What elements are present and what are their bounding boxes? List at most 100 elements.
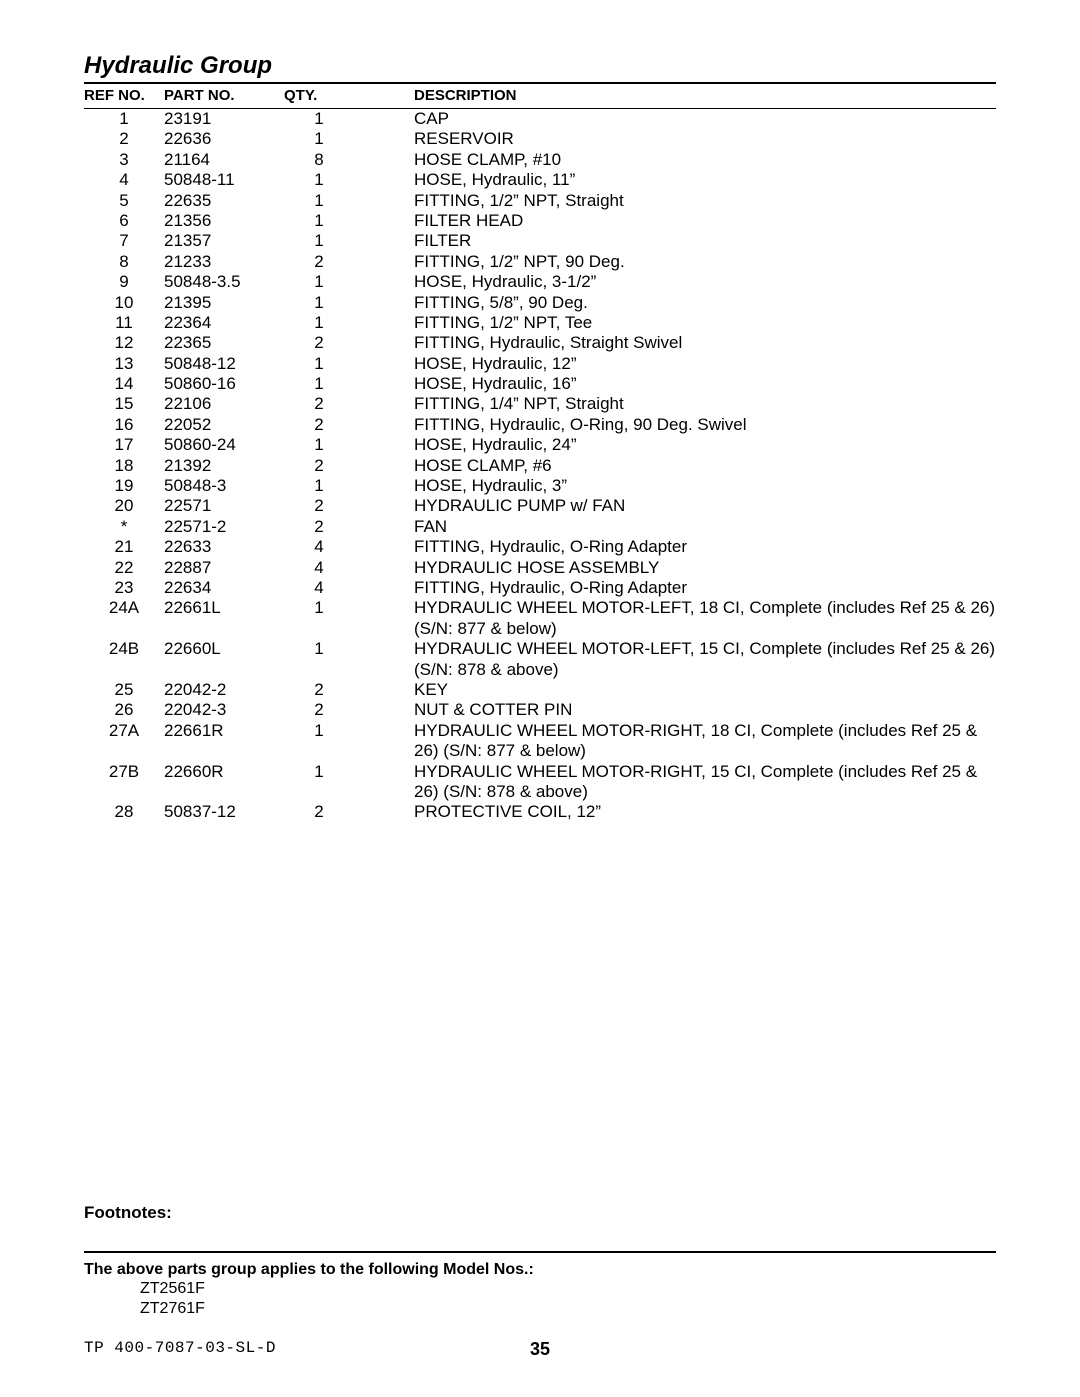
cell-gap — [354, 170, 414, 190]
cell-part: 22887 — [164, 558, 284, 578]
cell-ref: 9 — [84, 272, 164, 292]
table-row: 2622042-32NUT & COTTER PIN — [84, 700, 996, 720]
cell-ref: 24B — [84, 639, 164, 680]
cell-ref: 23 — [84, 578, 164, 598]
table-row: 12223652FITTING, Hydraulic, Straight Swi… — [84, 333, 996, 353]
cell-qty: 1 — [284, 170, 354, 190]
table-row: 24A22661L1HYDRAULIC WHEEL MOTOR-LEFT, 18… — [84, 598, 996, 639]
cell-qty: 1 — [284, 435, 354, 455]
cell-part: 22042-3 — [164, 700, 284, 720]
cell-qty: 1 — [284, 231, 354, 251]
cell-part: 22661R — [164, 721, 284, 762]
cell-qty: 1 — [284, 476, 354, 496]
cell-qty: 1 — [284, 129, 354, 149]
table-row: 7213571FILTER — [84, 231, 996, 251]
cell-part: 22364 — [164, 313, 284, 333]
cell-part: 50848-3.5 — [164, 272, 284, 292]
cell-ref: 17 — [84, 435, 164, 455]
table-row: 950848-3.51HOSE, Hydraulic, 3-1/2” — [84, 272, 996, 292]
cell-qty: 2 — [284, 496, 354, 516]
cell-desc: FITTING, Hydraulic, O-Ring Adapter — [414, 578, 996, 598]
cell-qty: 4 — [284, 537, 354, 557]
cell-gap — [354, 415, 414, 435]
cell-part: 50848-12 — [164, 354, 284, 374]
cell-part: 22635 — [164, 191, 284, 211]
cell-gap — [354, 435, 414, 455]
table-row: 450848-111HOSE, Hydraulic, 11” — [84, 170, 996, 190]
cell-qty: 1 — [284, 109, 354, 130]
cell-desc: HOSE, Hydraulic, 16” — [414, 374, 996, 394]
table-row: 21226334FITTING, Hydraulic, O-Ring Adapt… — [84, 537, 996, 557]
cell-desc: HOSE CLAMP, #6 — [414, 456, 996, 476]
cell-ref: 4 — [84, 170, 164, 190]
cell-gap — [354, 496, 414, 516]
cell-ref: 28 — [84, 802, 164, 822]
cell-ref: 16 — [84, 415, 164, 435]
cell-gap — [354, 802, 414, 822]
cell-part: 22571-2 — [164, 517, 284, 537]
cell-gap — [354, 191, 414, 211]
cell-desc: HYDRAULIC WHEEL MOTOR-LEFT, 15 CI, Compl… — [414, 639, 996, 680]
cell-part: 22660R — [164, 762, 284, 803]
section-title: Hydraulic Group — [84, 52, 996, 80]
cell-ref: 6 — [84, 211, 164, 231]
table-row: 20225712HYDRAULIC PUMP w/ FAN — [84, 496, 996, 516]
cell-gap — [354, 558, 414, 578]
table-row: 11223641FITTING, 1/2” NPT, Tee — [84, 313, 996, 333]
cell-desc: HYDRAULIC WHEEL MOTOR-LEFT, 18 CI, Compl… — [414, 598, 996, 639]
cell-qty: 1 — [284, 313, 354, 333]
cell-ref: 14 — [84, 374, 164, 394]
cell-ref: 1 — [84, 109, 164, 130]
table-row: 1450860-161HOSE, Hydraulic, 16” — [84, 374, 996, 394]
cell-part: 21357 — [164, 231, 284, 251]
cell-ref: 8 — [84, 252, 164, 272]
cell-gap — [354, 476, 414, 496]
cell-part: 21164 — [164, 150, 284, 170]
cell-ref: 21 — [84, 537, 164, 557]
cell-part: 23191 — [164, 109, 284, 130]
cell-gap — [354, 517, 414, 537]
cell-desc: KEY — [414, 680, 996, 700]
table-row: *22571-22FAN — [84, 517, 996, 537]
cell-qty: 1 — [284, 211, 354, 231]
table-row: 6213561FILTER HEAD — [84, 211, 996, 231]
cell-qty: 2 — [284, 456, 354, 476]
cell-ref: 18 — [84, 456, 164, 476]
cell-ref: 5 — [84, 191, 164, 211]
cell-gap — [354, 333, 414, 353]
cell-desc: FITTING, Hydraulic, Straight Swivel — [414, 333, 996, 353]
table-row: 1950848-31HOSE, Hydraulic, 3” — [84, 476, 996, 496]
cell-qty: 1 — [284, 272, 354, 292]
col-header-part: PART NO. — [164, 84, 284, 109]
cell-gap — [354, 374, 414, 394]
cell-desc: FITTING, 5/8”, 90 Deg. — [414, 293, 996, 313]
table-row: 22228874HYDRAULIC HOSE ASSEMBLY — [84, 558, 996, 578]
page-number: 35 — [84, 1339, 996, 1360]
table-row: 1750860-241HOSE, Hydraulic, 24” — [84, 435, 996, 455]
cell-gap — [354, 598, 414, 639]
cell-desc: PROTECTIVE COIL, 12” — [414, 802, 996, 822]
cell-gap — [354, 762, 414, 803]
rule-footnotes — [84, 1251, 996, 1253]
cell-part: 21356 — [164, 211, 284, 231]
cell-qty: 2 — [284, 680, 354, 700]
parts-table-body: 1231911CAP2226361RESERVOIR3211648HOSE CL… — [84, 109, 996, 823]
cell-desc: HYDRAULIC WHEEL MOTOR-RIGHT, 18 CI, Comp… — [414, 721, 996, 762]
cell-desc: FITTING, 1/2” NPT, Tee — [414, 313, 996, 333]
cell-qty: 1 — [284, 191, 354, 211]
cell-qty: 4 — [284, 578, 354, 598]
cell-gap — [354, 272, 414, 292]
cell-ref: 15 — [84, 394, 164, 414]
cell-desc: FITTING, Hydraulic, O-Ring, 90 Deg. Swiv… — [414, 415, 996, 435]
cell-qty: 1 — [284, 721, 354, 762]
cell-qty: 1 — [284, 598, 354, 639]
cell-qty: 2 — [284, 252, 354, 272]
table-row: 16220522FITTING, Hydraulic, O-Ring, 90 D… — [84, 415, 996, 435]
cell-desc: CAP — [414, 109, 996, 130]
table-row: 1350848-121HOSE, Hydraulic, 12” — [84, 354, 996, 374]
table-row: 27B22660R1HYDRAULIC WHEEL MOTOR-RIGHT, 1… — [84, 762, 996, 803]
cell-gap — [354, 354, 414, 374]
cell-desc: FITTING, 1/2” NPT, 90 Deg. — [414, 252, 996, 272]
cell-gap — [354, 456, 414, 476]
cell-part: 50848-3 — [164, 476, 284, 496]
